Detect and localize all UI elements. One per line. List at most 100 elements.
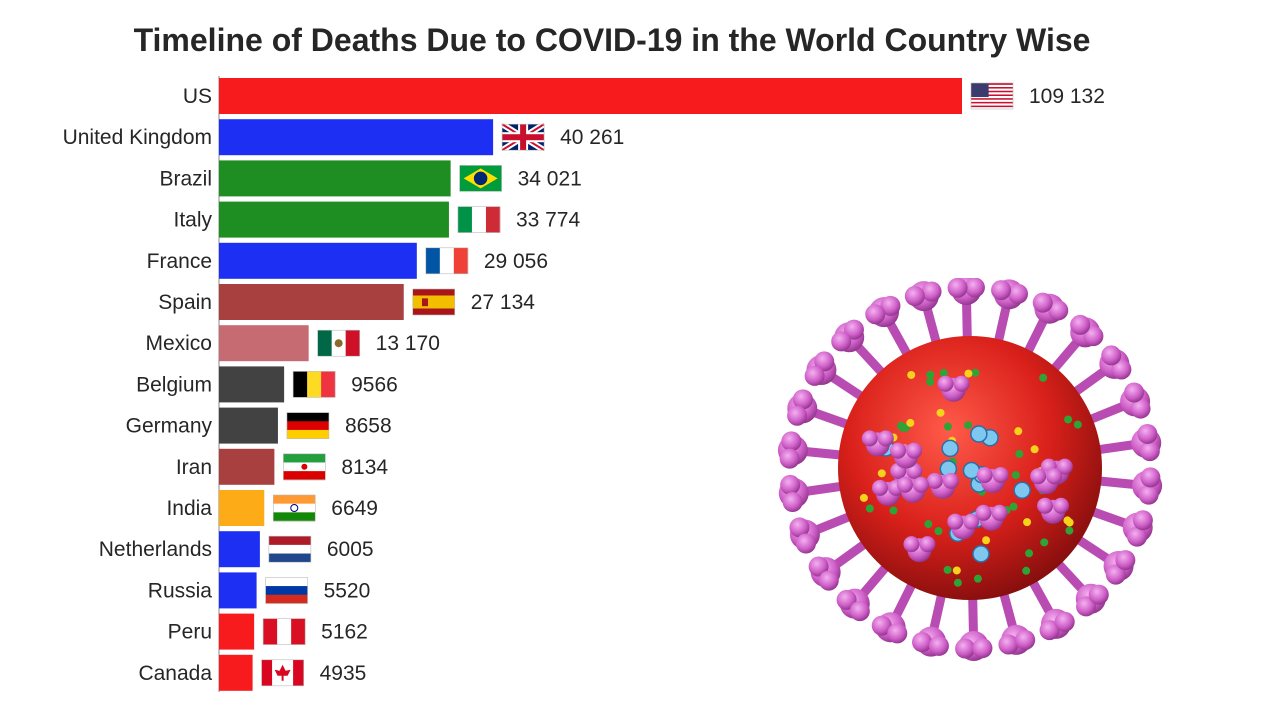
- spike-protein-icon: [808, 556, 841, 591]
- spike-protein-icon: [975, 504, 1008, 531]
- spike-protein-icon: [1075, 583, 1109, 617]
- spike-protein-icon: [871, 612, 908, 644]
- spike-protein-icon: [1132, 467, 1163, 505]
- value-label-us: 109 132: [1029, 85, 1105, 108]
- category-label-italy: Italy: [173, 209, 212, 232]
- bar-germany: [219, 407, 278, 444]
- spike-protein-icon: [896, 476, 929, 503]
- spike-protein-icon: [947, 278, 985, 306]
- spike-protein-icon: [804, 351, 837, 386]
- category-label-peru: Peru: [168, 621, 212, 644]
- spain-flag-icon: [412, 288, 456, 316]
- value-label-brazil: 34 021: [518, 167, 582, 190]
- category-label-india: India: [166, 497, 212, 520]
- india-flag-icon: [272, 494, 316, 522]
- category-label-netherlands: Netherlands: [99, 538, 212, 561]
- iran-flag-icon: [283, 453, 326, 481]
- spike-protein-icon: [1131, 423, 1162, 462]
- spike-protein-icon: [778, 474, 809, 513]
- spike-protein-icon: [789, 517, 820, 554]
- germany-flag-icon: [286, 412, 330, 439]
- category-label-canada: Canada: [138, 662, 212, 685]
- france-flag-icon: [425, 247, 469, 275]
- spike-protein-icon: [890, 442, 923, 469]
- spike-protein-icon: [777, 431, 808, 469]
- mexico-flag-icon: [317, 329, 360, 357]
- category-label-united-kingdom: United Kingdom: [63, 126, 212, 149]
- bar-mexico: [219, 325, 309, 362]
- spike-protein-icon: [1030, 468, 1063, 495]
- spike-protein-icon: [998, 624, 1036, 655]
- value-label-iran: 8134: [341, 456, 388, 479]
- bar-france: [219, 242, 417, 279]
- category-label-mexico: Mexico: [145, 332, 212, 355]
- spike-protein-icon: [1120, 382, 1151, 419]
- category-label-russia: Russia: [148, 579, 213, 602]
- bar-brazil: [219, 160, 451, 197]
- spike-protein-icon: [865, 295, 901, 328]
- bar-iran: [219, 448, 275, 485]
- bar-united-kingdom: [219, 119, 494, 156]
- peru-flag-icon: [262, 618, 306, 645]
- spike-protein-icon: [836, 588, 870, 622]
- value-label-germany: 8658: [345, 415, 392, 438]
- spike-protein-icon: [955, 630, 993, 661]
- category-label-germany: Germany: [126, 415, 213, 438]
- bar-italy: [219, 201, 449, 238]
- value-label-italy: 33 774: [516, 209, 581, 232]
- value-label-spain: 27 134: [471, 291, 536, 314]
- value-label-russia: 5520: [324, 579, 371, 602]
- bar-spain: [219, 284, 404, 320]
- bar-peru: [219, 613, 255, 650]
- value-label-india: 6649: [331, 497, 378, 520]
- category-label-belgium: Belgium: [136, 373, 212, 396]
- category-label-iran: Iran: [176, 456, 212, 479]
- spike-protein-icon: [1099, 345, 1132, 380]
- spike-protein-icon: [787, 389, 818, 426]
- value-label-canada: 4935: [320, 662, 367, 685]
- chart-title: Timeline of Deaths Due to COVID-19 in th…: [133, 22, 1091, 58]
- coronavirus-illustration: [777, 278, 1163, 661]
- value-label-united-kingdom: 40 261: [560, 126, 624, 149]
- bar-netherlands: [219, 531, 260, 568]
- spike-protein-icon: [903, 536, 936, 563]
- spike-protein-icon: [976, 467, 1009, 494]
- category-label-us: US: [183, 85, 212, 108]
- category-label-france: France: [147, 250, 212, 273]
- spike-protein-icon: [861, 430, 894, 457]
- belgium-flag-icon: [292, 371, 336, 398]
- spike-protein-icon: [1032, 292, 1069, 324]
- category-label-spain: Spain: [158, 291, 212, 314]
- spike-protein-icon: [926, 472, 959, 499]
- canada-flag-icon: [261, 659, 304, 687]
- value-label-peru: 5162: [321, 621, 368, 644]
- bar-us: [219, 78, 962, 114]
- value-label-netherlands: 6005: [327, 538, 374, 561]
- bar-russia: [219, 572, 257, 609]
- italy-flag-icon: [457, 206, 501, 233]
- value-label-belgium: 9566: [351, 373, 398, 396]
- category-label-brazil: Brazil: [159, 167, 212, 190]
- spike-protein-icon: [1122, 510, 1153, 547]
- spike-protein-icon: [912, 626, 949, 657]
- spike-protein-icon: [831, 319, 865, 353]
- brazil-flag-icon: [459, 165, 502, 192]
- spike-protein-icon: [937, 375, 970, 402]
- spike-protein-icon: [872, 479, 905, 506]
- bar-belgium: [219, 366, 285, 403]
- us-flag-icon: [970, 82, 1014, 110]
- spike-protein-icon: [1070, 314, 1104, 348]
- spike-protein-icon: [1039, 608, 1075, 641]
- spike-protein-icon: [1037, 497, 1070, 524]
- spike-protein-icon: [904, 281, 942, 312]
- bar-canada: [219, 654, 253, 691]
- russia-flag-icon: [265, 577, 308, 604]
- spike-protein-icon: [947, 513, 980, 540]
- bar-india: [219, 490, 265, 526]
- uk-flag-icon: [500, 121, 546, 153]
- value-label-mexico: 13 170: [376, 332, 440, 355]
- value-label-france: 29 056: [484, 250, 548, 273]
- netherlands-flag-icon: [268, 535, 312, 563]
- spike-protein-icon: [991, 279, 1028, 310]
